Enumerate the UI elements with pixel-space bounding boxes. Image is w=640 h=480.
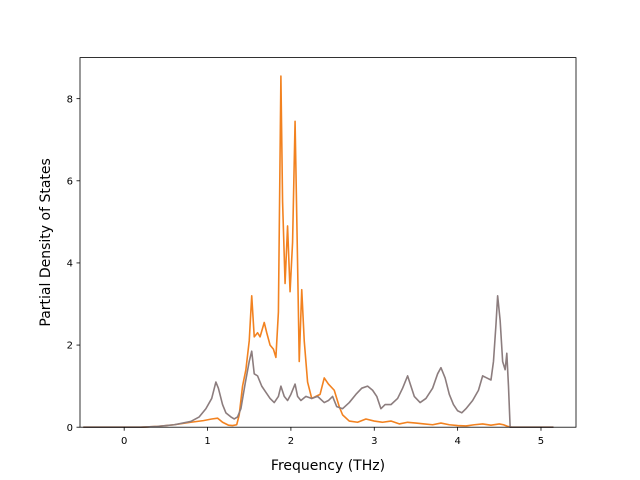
- y-tick-label: 0: [67, 423, 73, 434]
- y-tick-label: 8: [67, 94, 73, 105]
- tick-layer: 0 1 2 3 4 5 0 2 4 6 8: [67, 94, 545, 447]
- x-tick-label: 2: [288, 436, 294, 447]
- plot-frame: [79, 57, 577, 428]
- y-tick-label: 2: [67, 341, 73, 352]
- x-tick-label: 1: [204, 436, 210, 447]
- x-tick-label: 4: [454, 436, 460, 447]
- x-axis-title: Frequency (THz): [271, 458, 385, 474]
- series-line-2: [83, 294, 554, 428]
- x-tick-label: 3: [371, 436, 377, 447]
- y-tick-label: 6: [67, 176, 73, 187]
- y-axis-title: Partial Density of States: [38, 158, 54, 326]
- x-tick-label: 5: [538, 436, 544, 447]
- x-tick-label: 0: [121, 436, 127, 447]
- y-tick-label: 4: [67, 259, 73, 270]
- series-layer: [83, 75, 554, 428]
- series-line-1: [83, 75, 554, 428]
